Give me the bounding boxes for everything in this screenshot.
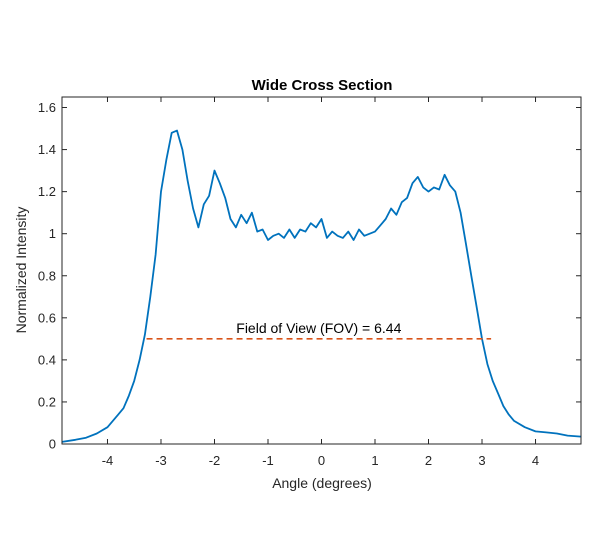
plot-area xyxy=(62,97,581,444)
x-axis-ticks: -4 -3 -2 -1 0 1 2 3 4 xyxy=(102,97,539,468)
fov-annotation: Field of View (FOV) = 6.44 xyxy=(236,320,401,336)
chart-title: Wide Cross Section xyxy=(252,77,393,94)
y-tick-label: 0.2 xyxy=(38,394,56,409)
x-tick-label: 1 xyxy=(371,453,378,468)
y-tick-label: 0 xyxy=(49,437,56,452)
x-tick-label: -1 xyxy=(262,453,274,468)
y-tick-label: 0.4 xyxy=(38,352,56,367)
series-layer xyxy=(61,129,582,443)
y-tick-label: 1.2 xyxy=(38,184,56,199)
annotation-layer: Field of View (FOV) = 6.44 xyxy=(146,320,492,340)
x-tick-label: -3 xyxy=(155,453,167,468)
x-tick-label: 3 xyxy=(478,453,485,468)
y-axis-label: Normalized Intensity xyxy=(13,207,29,334)
x-axis-label: Angle (degrees) xyxy=(272,475,372,491)
axes-box xyxy=(61,96,582,445)
y-tick-label: 0.8 xyxy=(38,268,56,283)
series-line xyxy=(61,129,582,443)
x-tick-label: -4 xyxy=(102,453,114,468)
y-tick-label: 1.6 xyxy=(38,100,56,115)
x-tick-label: 4 xyxy=(532,453,539,468)
y-tick-label: 1.4 xyxy=(38,142,56,157)
y-tick-label: 1 xyxy=(49,226,56,241)
y-tick-label: 0.6 xyxy=(38,310,56,325)
x-tick-label: 0 xyxy=(318,453,325,468)
x-tick-label: -2 xyxy=(209,453,221,468)
x-tick-label: 2 xyxy=(425,453,432,468)
y-axis-ticks: 0 0.2 0.4 0.6 0.8 1 1.2 1.4 1.6 xyxy=(38,100,581,452)
